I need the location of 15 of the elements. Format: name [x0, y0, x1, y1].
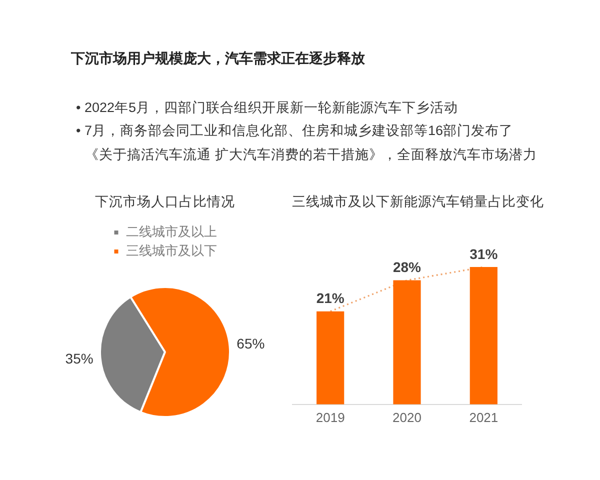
x-tick-label: 2021: [469, 410, 498, 425]
x-tick-label: 2019: [316, 410, 345, 425]
legend-label: 二线城市及以上: [126, 224, 217, 240]
x-tick-label: 2020: [392, 410, 422, 425]
text: • 7月，商务部会同工业和信息化部、住房和城乡建设部等16部门发布了《关于搞活汽车流通 扩大汽车消费的若干措施》，全面释放汽车市场潜力: [76, 122, 538, 164]
chart-title: 下沉市场人口占比情况: [95, 193, 235, 211]
data-label: 28%: [392, 259, 422, 276]
data-label: 35%: [65, 350, 94, 366]
data-label: 21%: [316, 290, 345, 306]
text: • 2022年5月，四部门联合组织开展新一轮新能源汽车下乡活动: [76, 98, 460, 116]
data-label: 31%: [470, 246, 498, 262]
chart-title: 三线城市及以下新能源汽车销量占比变化: [292, 193, 544, 211]
text: 下沉市场用户规模庞大，汽车需求正在逐步释放: [71, 50, 365, 68]
data-label: 65%: [236, 335, 265, 352]
legend-label: 三线城市及以下: [126, 243, 217, 258]
